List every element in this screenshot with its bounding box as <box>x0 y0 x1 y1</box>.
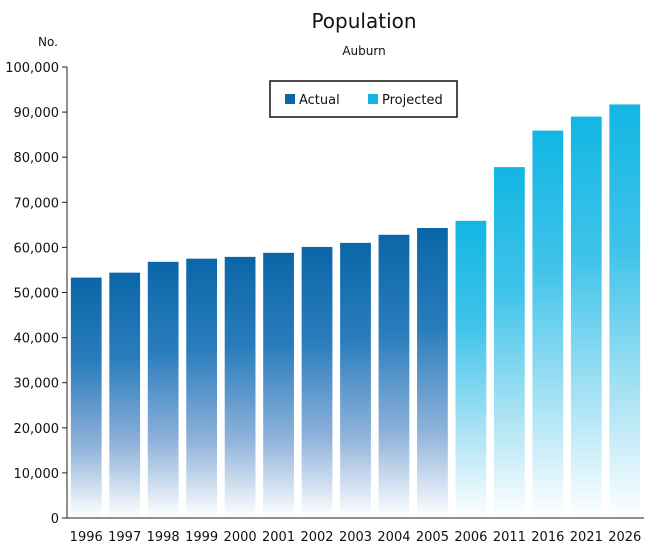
bar-actual-2004 <box>378 234 410 518</box>
bar-projected-2006 <box>455 220 487 518</box>
x-tick-label: 2002 <box>300 530 333 545</box>
bar-actual-2001 <box>263 252 294 518</box>
bars-group <box>70 104 641 519</box>
bar-actual-2000 <box>224 256 256 518</box>
x-tick-label: 2011 <box>493 530 526 545</box>
x-tick-label: 2021 <box>570 530 603 545</box>
bar-projected-2026 <box>609 104 641 519</box>
y-tick-label: 80,000 <box>14 151 60 166</box>
legend-label-actual: Actual <box>299 93 340 108</box>
y-axis-label: No. <box>38 35 58 49</box>
y-tick-label: 60,000 <box>14 241 60 256</box>
y-tick-label: 20,000 <box>14 422 60 437</box>
x-tick-label: 2001 <box>262 530 295 545</box>
bar-projected-2016 <box>532 130 564 518</box>
y-tick-label: 90,000 <box>14 106 60 121</box>
y-tick-label: 10,000 <box>14 467 60 482</box>
y-tick-label: 40,000 <box>14 332 60 347</box>
x-tick-label: 2026 <box>608 530 641 545</box>
x-tick-label: 2004 <box>377 530 410 545</box>
chart-title: Population <box>311 9 416 33</box>
y-tick-label: 70,000 <box>14 196 60 211</box>
bar-actual-1996 <box>70 277 102 518</box>
x-tick-label: 1997 <box>108 530 141 545</box>
bar-projected-2021 <box>570 116 602 519</box>
bar-actual-2002 <box>301 246 333 518</box>
y-tick-label: 30,000 <box>14 377 60 392</box>
chart-subtitle: Auburn <box>342 44 385 58</box>
x-tick-label: 2016 <box>531 530 564 545</box>
bar-projected-2011 <box>493 167 525 518</box>
y-ticks-group: 0 10,000 20,000 30,000 40,000 50,000 60,000 70,… <box>5 61 67 527</box>
legend-swatch-actual <box>285 94 295 104</box>
x-tick-label: 2005 <box>416 530 449 545</box>
x-tick-label: 1999 <box>185 530 218 545</box>
x-tick-label: 2000 <box>224 530 257 545</box>
bar-actual-2003 <box>340 242 371 518</box>
x-tick-label: 1996 <box>70 530 103 545</box>
x-ticks-group: 1996 1997 1998 1999 2000 2001 2002 2003 2004 2005… <box>70 530 642 545</box>
y-tick-label: 100,000 <box>5 61 59 76</box>
legend-label-projected: Projected <box>382 93 443 108</box>
x-tick-label: 2003 <box>339 530 372 545</box>
y-tick-label: 50,000 <box>14 287 60 302</box>
x-tick-label: 1998 <box>147 530 180 545</box>
x-tick-label: 2006 <box>454 530 487 545</box>
y-tick-label: 0 <box>51 512 59 527</box>
bar-actual-1999 <box>186 258 218 518</box>
bar-actual-1998 <box>147 261 179 518</box>
bar-actual-2005 <box>417 228 448 518</box>
legend-box <box>269 80 458 118</box>
bar-actual-1997 <box>109 272 141 518</box>
legend-swatch-projected <box>368 94 378 104</box>
legend: Actual Projected <box>269 80 458 118</box>
